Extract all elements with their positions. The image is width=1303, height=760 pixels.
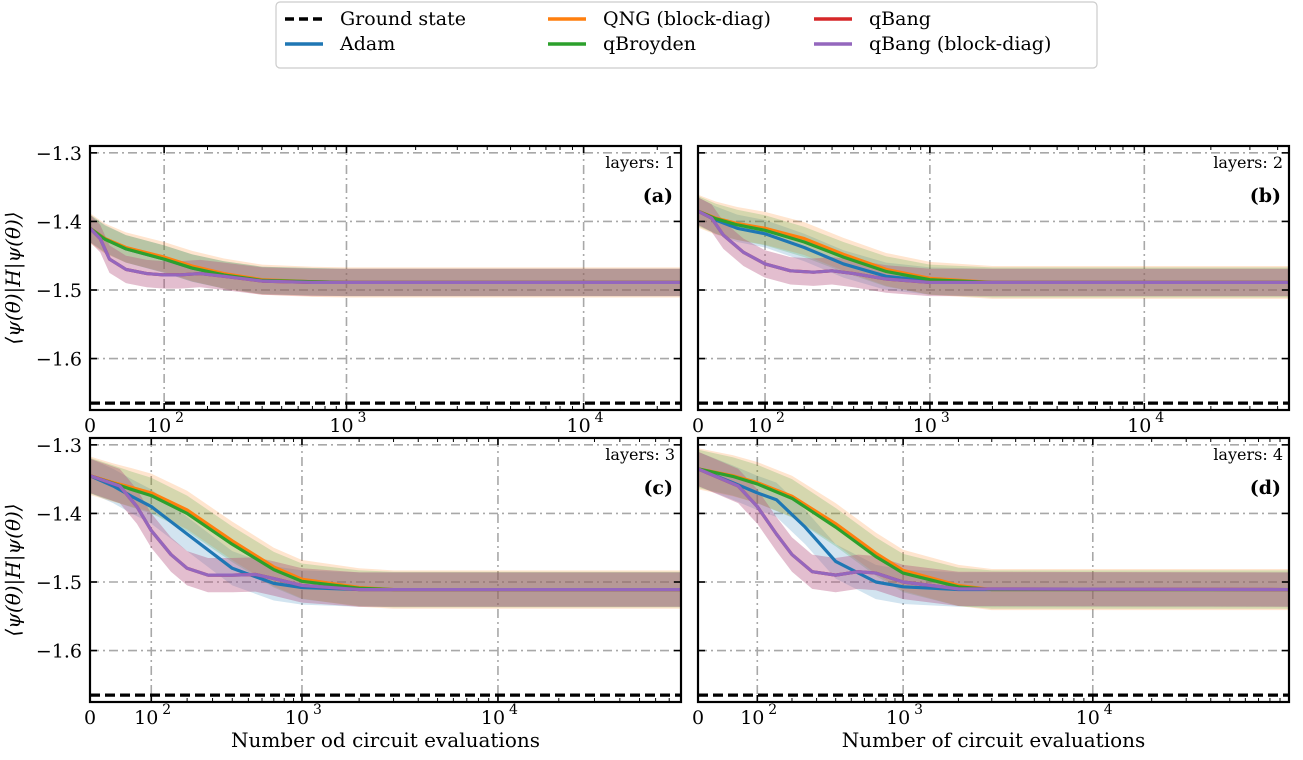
x-tick-exponent: 2: [768, 702, 777, 718]
legend-label-qbang: qBang: [869, 8, 931, 30]
panel-tag: (b): [1250, 185, 1281, 207]
x-tick-label: 10: [329, 415, 353, 437]
y-axis-label: ⟨ψ(θ)|H|ψ(θ)⟩: [1, 211, 26, 344]
y-tick-label: −1.4: [36, 503, 82, 525]
legend-frame: [275, 1, 1098, 69]
y-tick-label: −1.4: [36, 211, 82, 233]
plot-frame: [696, 144, 1291, 412]
x-tick-label: 10: [134, 707, 158, 729]
x-tick-exponent: 2: [162, 702, 171, 718]
legend-label-qbroyden: qBroyden: [603, 33, 696, 55]
x-tick-exponent: 3: [941, 410, 950, 426]
x-tick-exponent: 3: [357, 410, 366, 426]
x-tick-label: 0: [692, 415, 704, 437]
series-line-qbang_block_diag: [90, 474, 681, 592]
x-tick-label: 10: [1076, 707, 1100, 729]
legend-label-qbang_block_diag: qBang (block-diag): [869, 33, 1051, 55]
band-qbroyden: [90, 457, 681, 608]
band-qng_block_diag: [698, 448, 1289, 611]
x-tick-label: 10: [740, 707, 764, 729]
x-tick-label: 10: [147, 415, 171, 437]
x-tick-exponent: 4: [509, 702, 518, 718]
x-tick-label: 10: [285, 707, 309, 729]
series-line-qbang_block_diag: [90, 227, 681, 285]
x-axis-label: Number od circuit evaluations: [231, 728, 540, 752]
series-line-qbang_block_diag: [698, 467, 1289, 592]
x-tick-label: 0: [692, 707, 704, 729]
x-tick-label: 10: [481, 707, 505, 729]
y-tick-label: −1.5: [36, 572, 82, 594]
layers-label: layers: 2: [1213, 153, 1283, 172]
y-axis-label: ⟨ψ(θ)|H|ψ(θ)⟩: [1, 503, 26, 636]
plot-frame: [696, 436, 1291, 704]
x-tick-exponent: 4: [1104, 702, 1113, 718]
x-tick-label: 0: [84, 415, 96, 437]
x-tick-exponent: 4: [1155, 410, 1164, 426]
layers-label: layers: 4: [1213, 445, 1283, 464]
x-tick-label: 10: [1127, 415, 1151, 437]
x-tick-exponent: 2: [776, 410, 785, 426]
x-tick-label: 10: [913, 415, 937, 437]
y-tick-label: −1.5: [36, 280, 82, 302]
layers-label: layers: 3: [605, 445, 675, 464]
x-tick-exponent: 4: [595, 410, 604, 426]
y-tick-label: −1.3: [36, 143, 82, 165]
x-tick-exponent: 2: [175, 410, 184, 426]
legend-label-adam: Adam: [339, 33, 395, 55]
y-tick-label: −1.3: [36, 435, 82, 457]
panel-tag: (c): [643, 477, 673, 499]
band-qng_block_diag: [90, 456, 681, 609]
legend: Ground state Adam QNG (block-diag) qBroyden…: [275, 1, 1098, 69]
legend-label-qng_block_diag: QNG (block-diag): [603, 8, 771, 30]
band-qbroyden: [698, 449, 1289, 609]
x-axis-label: Number of circuit evaluations: [842, 728, 1146, 752]
series-line-adam: [698, 467, 1289, 592]
plot-frame: [88, 144, 683, 412]
y-tick-label: −1.6: [36, 349, 82, 371]
series-line-qbang_block_diag: [698, 209, 1289, 285]
x-tick-label: 0: [84, 707, 96, 729]
x-tick-label: 10: [886, 707, 910, 729]
layers-label: layers: 1: [605, 153, 675, 172]
legend-label-ground_state: Ground state: [340, 8, 466, 30]
plot-frame: [88, 436, 683, 704]
x-tick-label: 10: [567, 415, 591, 437]
y-tick-label: −1.6: [36, 641, 82, 663]
x-tick-exponent: 3: [914, 702, 923, 718]
x-tick-exponent: 3: [313, 702, 322, 718]
panel-tag: (d): [1250, 477, 1281, 499]
band-qng_block_diag: [698, 194, 1289, 299]
panel-tag: (a): [643, 185, 673, 207]
x-tick-label: 10: [748, 415, 772, 437]
